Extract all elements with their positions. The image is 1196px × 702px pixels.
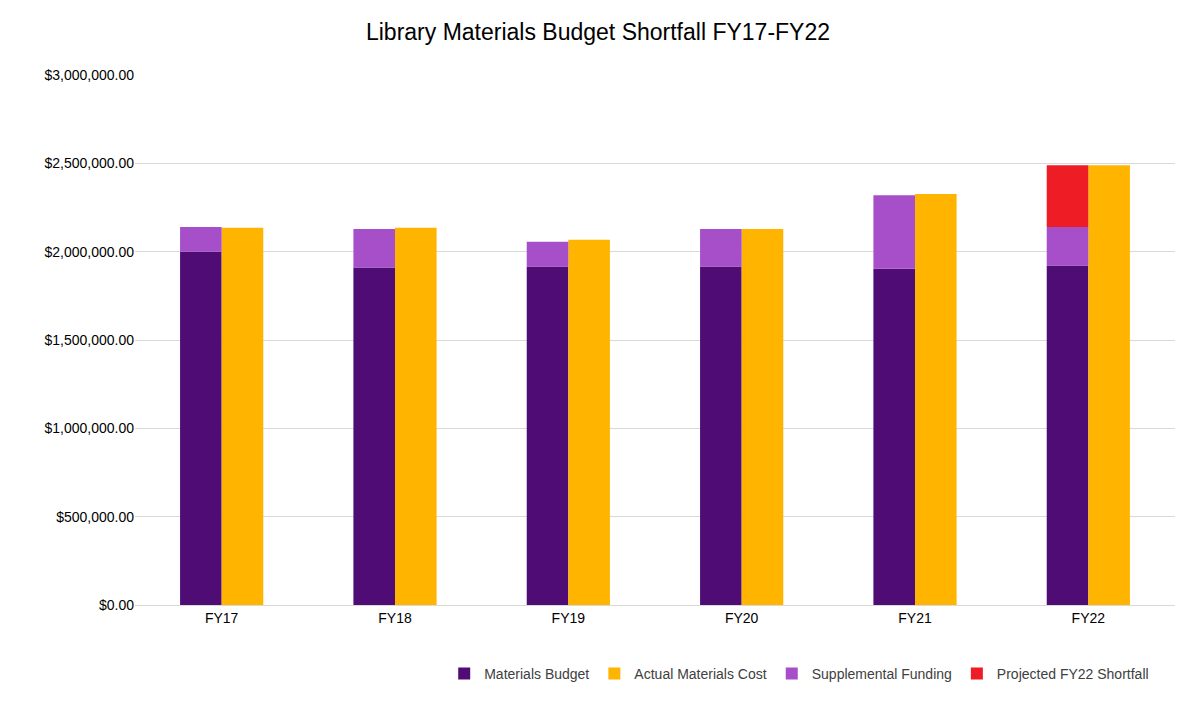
svg-text:$3,000,000.00: $3,000,000.00	[44, 67, 134, 83]
svg-text:FY19: FY19	[552, 610, 586, 626]
svg-text:Materials Budget: Materials Budget	[484, 666, 589, 682]
svg-text:$1,000,000.00: $1,000,000.00	[44, 420, 134, 436]
svg-text:Library Materials Budget Short: Library Materials Budget Shortfall FY17-…	[366, 19, 830, 45]
svg-text:Projected FY22 Shortfall: Projected FY22 Shortfall	[997, 666, 1149, 682]
svg-text:FY22: FY22	[1072, 610, 1106, 626]
svg-text:$2,500,000.00: $2,500,000.00	[44, 155, 134, 171]
svg-text:FY20: FY20	[725, 610, 759, 626]
svg-text:Supplemental Funding: Supplemental Funding	[812, 666, 952, 682]
svg-text:$2,000,000.00: $2,000,000.00	[44, 244, 134, 260]
svg-text:Actual Materials Cost: Actual Materials Cost	[634, 666, 766, 682]
svg-text:FY18: FY18	[378, 610, 412, 626]
svg-text:$0.00: $0.00	[99, 597, 134, 613]
svg-text:FY17: FY17	[205, 610, 239, 626]
svg-text:$500,000.00: $500,000.00	[56, 509, 134, 525]
svg-text:FY21: FY21	[898, 610, 932, 626]
svg-text:$1,500,000.00: $1,500,000.00	[44, 332, 134, 348]
